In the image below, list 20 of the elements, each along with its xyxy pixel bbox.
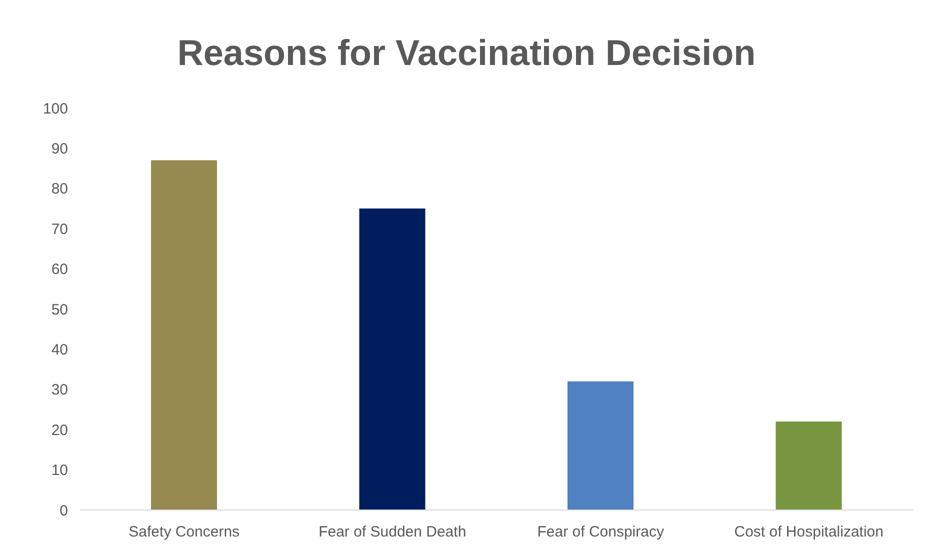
bar [776,422,842,510]
x-tick-label: Cost of Hospitalization [734,524,884,541]
y-tick-label: 90 [51,140,68,158]
y-tick-label: 40 [51,342,68,359]
chart-title: Reasons for Vaccination Decision [176,32,757,74]
y-tick-label: 30 [51,382,68,399]
x-tick-label: Fear of Conspiracy [537,524,664,541]
y-tick-label: 70 [51,220,68,238]
y-tick-label: 10 [51,462,68,480]
x-tick-label: Fear of Sudden Death [318,524,466,541]
y-tick-label: 0 [60,502,68,520]
bar [151,160,217,510]
y-tick-label: 50 [51,301,68,318]
y-tick-label: 20 [51,422,68,439]
bar [568,381,634,510]
y-tick-label: 100 [42,100,68,118]
x-tick-label: Safety Concerns [128,524,240,541]
y-tick-label: 60 [51,261,68,278]
bar [359,208,426,510]
y-tick-label: 80 [51,180,68,198]
